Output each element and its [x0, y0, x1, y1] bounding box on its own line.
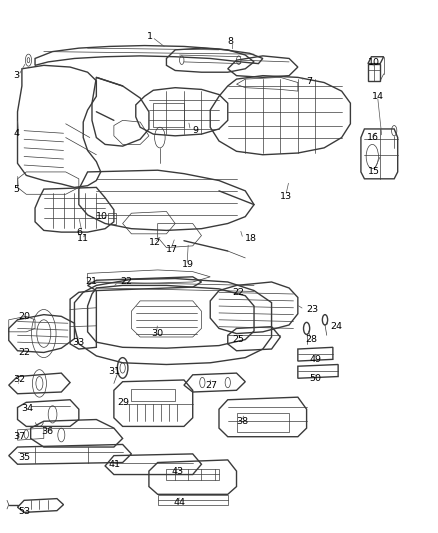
- Text: 8: 8: [228, 37, 234, 46]
- Text: 37: 37: [13, 432, 25, 441]
- Text: 29: 29: [117, 398, 129, 407]
- Text: 21: 21: [85, 278, 97, 286]
- Text: 32: 32: [13, 375, 25, 384]
- Text: 22: 22: [120, 278, 132, 286]
- Text: 15: 15: [368, 167, 380, 176]
- Text: 36: 36: [42, 427, 54, 436]
- Text: 24: 24: [331, 322, 343, 331]
- Text: 16: 16: [367, 133, 379, 142]
- Text: 34: 34: [21, 404, 33, 413]
- Text: 30: 30: [151, 329, 163, 338]
- Text: 22: 22: [232, 288, 244, 297]
- Text: 18: 18: [245, 235, 257, 244]
- Text: 5: 5: [13, 184, 19, 193]
- Text: 49: 49: [309, 355, 321, 364]
- Text: 23: 23: [307, 305, 319, 314]
- Text: 31: 31: [109, 367, 121, 376]
- Text: 1: 1: [147, 33, 153, 42]
- Text: 28: 28: [306, 335, 318, 344]
- Text: 17: 17: [166, 245, 177, 254]
- Text: 22: 22: [18, 348, 30, 357]
- Text: 14: 14: [372, 92, 384, 101]
- Text: 12: 12: [149, 238, 161, 247]
- Text: 9: 9: [193, 126, 199, 135]
- Text: 50: 50: [309, 374, 321, 383]
- Text: 13: 13: [280, 191, 293, 200]
- Text: 20: 20: [18, 312, 30, 321]
- Text: 35: 35: [18, 453, 31, 462]
- Text: 44: 44: [173, 498, 185, 507]
- Text: 10: 10: [368, 58, 380, 67]
- Text: 27: 27: [205, 381, 217, 390]
- Text: 10: 10: [96, 212, 108, 221]
- Text: 3: 3: [13, 71, 19, 80]
- Text: 43: 43: [172, 466, 184, 475]
- Text: 25: 25: [232, 335, 244, 344]
- Text: 6: 6: [77, 228, 83, 237]
- Text: 11: 11: [77, 235, 88, 244]
- Text: 38: 38: [237, 417, 249, 426]
- Text: 19: 19: [182, 260, 194, 269]
- Text: 33: 33: [72, 337, 85, 346]
- Text: 4: 4: [13, 129, 19, 138]
- Text: 41: 41: [109, 460, 120, 469]
- Text: 53: 53: [18, 507, 31, 516]
- Text: 7: 7: [307, 77, 313, 86]
